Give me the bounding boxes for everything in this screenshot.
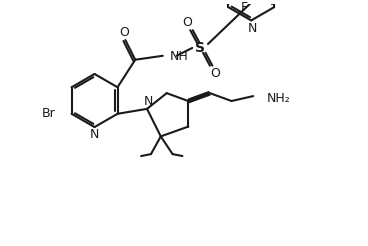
Text: S: S [195, 41, 205, 55]
Text: Br: Br [42, 107, 56, 120]
Text: N: N [90, 128, 99, 141]
Text: NH: NH [170, 50, 188, 63]
Text: O: O [210, 67, 220, 80]
Text: O: O [183, 16, 192, 29]
Text: N: N [248, 22, 257, 35]
Text: N: N [143, 94, 153, 108]
Text: NH₂: NH₂ [267, 92, 291, 105]
Text: F: F [240, 1, 248, 14]
Text: O: O [120, 26, 130, 39]
